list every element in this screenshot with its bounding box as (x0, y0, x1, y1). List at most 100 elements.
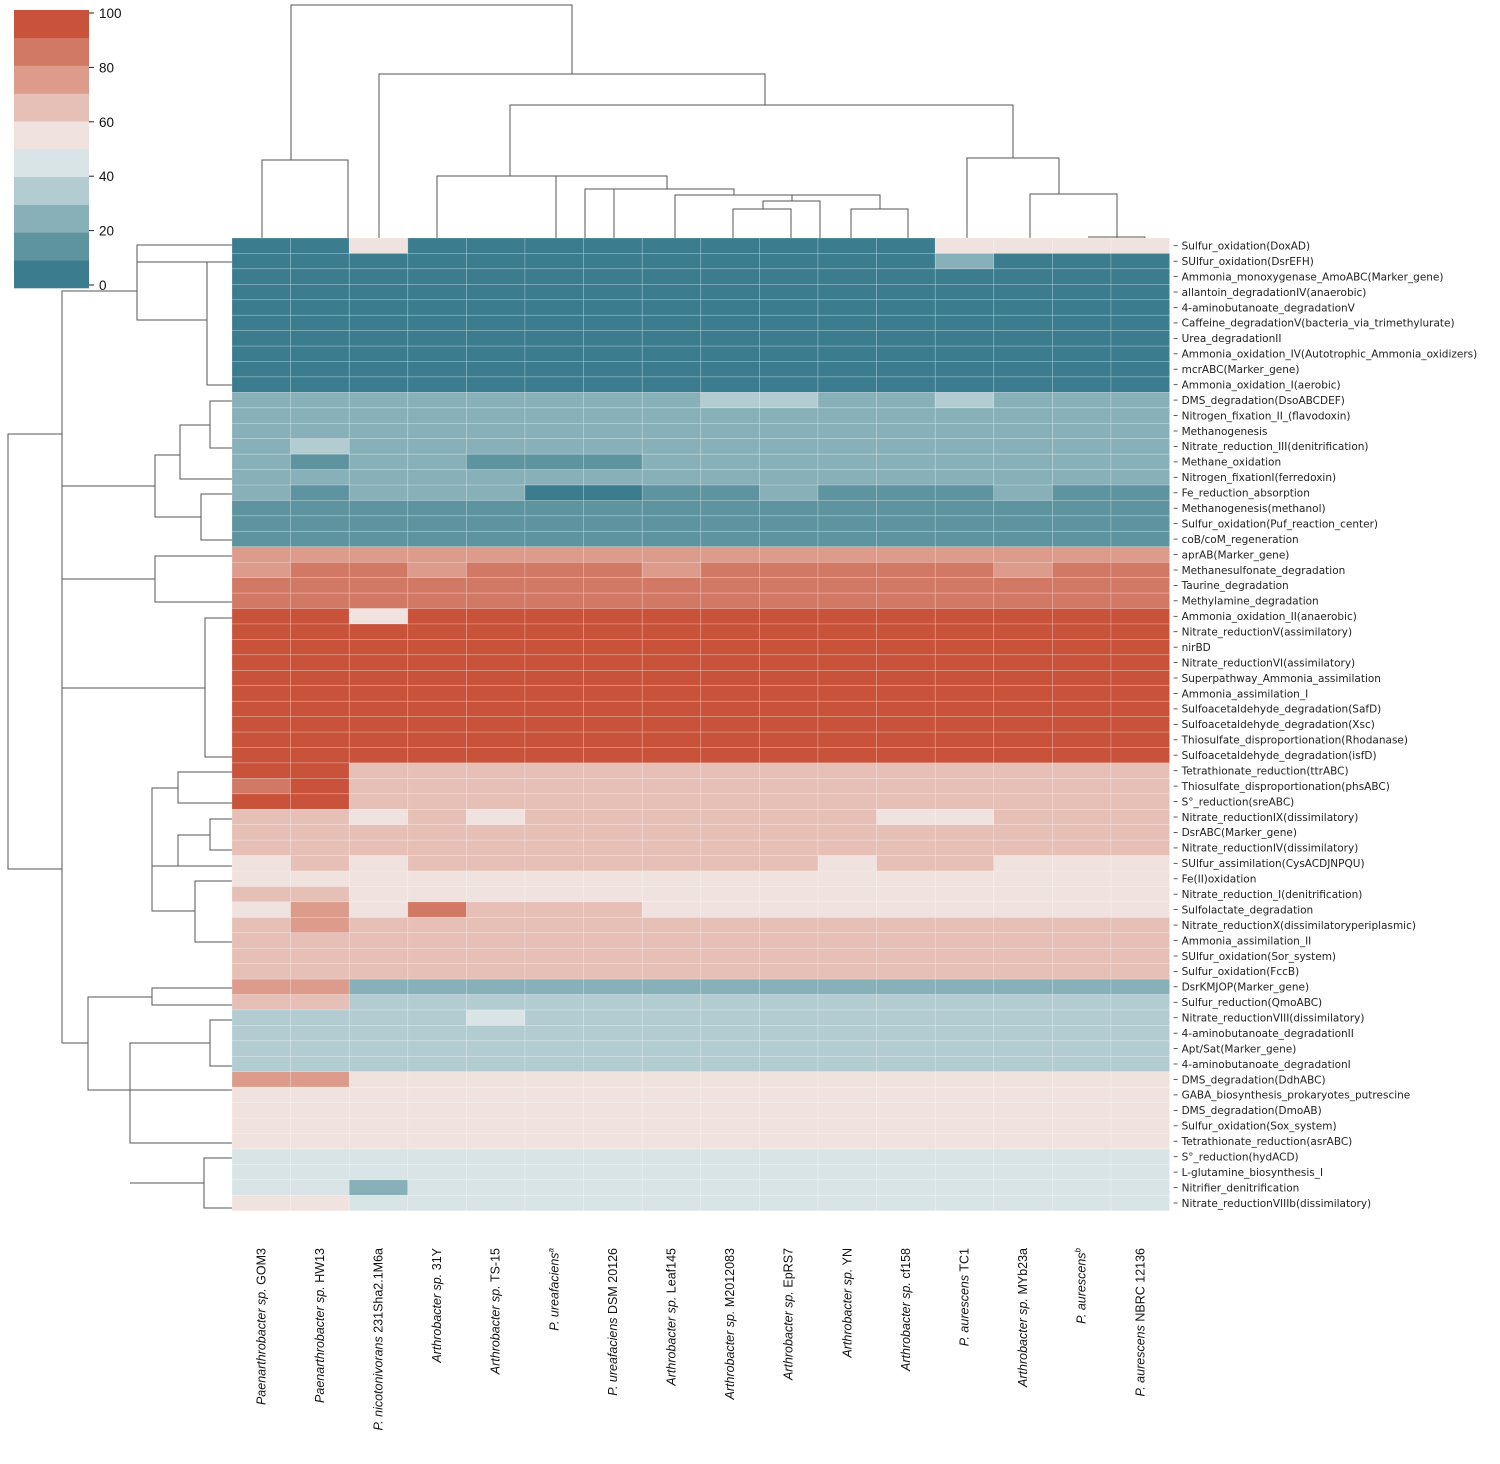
heatmap-cell (524, 1040, 584, 1057)
row-label: Nitrate_reductionIV(dissimilatory) (1182, 843, 1359, 855)
colorbar: 100 80 60 40 20 0 (14, 6, 122, 293)
heatmap-cell (524, 314, 584, 331)
heatmap-cell (641, 531, 702, 548)
heatmap-cell (1052, 453, 1112, 470)
heatmap-cell (876, 1040, 936, 1057)
heatmap-cell (700, 561, 760, 578)
column-label-italic: Paenarthrobacter sp. (254, 1288, 268, 1405)
heatmap-cell (466, 361, 526, 378)
heatmap-cell (1110, 808, 1170, 826)
heatmap-cell (466, 453, 526, 470)
heatmap-cell (290, 330, 350, 347)
heatmap-cell (876, 685, 936, 702)
heatmap-cell (934, 824, 995, 841)
heatmap-cell (231, 376, 291, 393)
heatmap-cell (993, 1133, 1053, 1150)
heatmap-cell (466, 839, 526, 856)
heatmap-cell (524, 330, 584, 347)
heatmap-cell (934, 901, 995, 918)
column-label: Arthrobacter sp. TS-15 (489, 1248, 503, 1375)
heatmap-cell (700, 361, 760, 378)
heatmap-cell (700, 1025, 760, 1042)
heatmap-cell (583, 268, 643, 285)
heatmap-cell (348, 314, 409, 331)
heatmap-cell (231, 654, 291, 671)
heatmap-cell (290, 1071, 350, 1088)
row-label: Fe(II)oxidation (1182, 874, 1257, 886)
column-label-italic: P. aurescens (1133, 1325, 1147, 1396)
heatmap-cell (583, 531, 643, 548)
heatmap-cell (466, 994, 526, 1011)
heatmap-cell (348, 762, 409, 779)
heatmap-cell (524, 453, 584, 470)
heatmap-cell (407, 870, 467, 887)
heatmap-cell (524, 438, 584, 455)
heatmap-cell (348, 639, 409, 656)
heatmap-cell (407, 1056, 467, 1073)
heatmap-cell (759, 886, 819, 903)
heatmap-cell (817, 268, 877, 285)
row-label: Apt/Sat(Marker_gene) (1182, 1043, 1297, 1055)
heatmap-cell (641, 253, 702, 270)
heatmap-cell (466, 1056, 526, 1073)
heatmap-cell (583, 407, 643, 424)
heatmap-cell (759, 1164, 819, 1181)
heatmap-cell (231, 531, 291, 548)
heatmap-cell (1110, 932, 1170, 949)
heatmap-cell (759, 947, 819, 964)
heatmap-cell (1052, 531, 1112, 548)
heatmap-cell (759, 932, 819, 949)
heatmap-cell (876, 963, 936, 980)
heatmap-cell (641, 623, 702, 640)
heatmap-cell (876, 330, 936, 347)
heatmap-cell (700, 392, 760, 409)
heatmap-cell (993, 808, 1053, 826)
heatmap-cell (583, 670, 643, 687)
heatmap-cell (934, 1086, 995, 1103)
heatmap-cell (641, 994, 702, 1011)
heatmap-cell (759, 484, 819, 501)
heatmap-cell (759, 700, 819, 717)
heatmap-cell (700, 1148, 760, 1165)
heatmap-cell (231, 685, 291, 702)
row-label: L-glutamine_biosynthesis_I (1182, 1167, 1324, 1179)
heatmap-cell (407, 345, 467, 362)
heatmap-cell (641, 392, 702, 409)
heatmap-cell (407, 731, 467, 748)
heatmap-cell (466, 886, 526, 903)
heatmap-cell (348, 345, 409, 362)
heatmap-cell (817, 407, 877, 424)
heatmap-cell (993, 700, 1053, 717)
heatmap-cell (934, 484, 995, 501)
heatmap-cell (1110, 515, 1170, 532)
heatmap-cell (759, 1025, 819, 1042)
heatmap-cell (407, 1194, 467, 1212)
heatmap-cell (700, 284, 760, 301)
heatmap-cell (524, 963, 584, 980)
heatmap-cell (876, 407, 936, 424)
heatmap-cell (876, 299, 936, 316)
column-label-rest: cf158 (899, 1248, 913, 1282)
heatmap-cell (290, 1040, 350, 1057)
heatmap-cell (993, 654, 1053, 671)
heatmap-cell (934, 654, 995, 671)
heatmap-cell (993, 237, 1053, 254)
heatmap-cell (1052, 577, 1112, 594)
row-label: Sulfoacetaldehyde_degradation(SafD) (1182, 704, 1382, 716)
heatmap-cell (466, 608, 526, 625)
heatmap-cell (641, 978, 702, 995)
column-label: Arthrobacter sp. Leaf145 (665, 1248, 679, 1387)
heatmap-cell (290, 531, 350, 548)
heatmap-cell (759, 1194, 819, 1212)
heatmap-cell (700, 608, 760, 625)
heatmap-cell (876, 314, 936, 331)
heatmap-cell (1052, 670, 1112, 687)
heatmap-cell (700, 731, 760, 748)
heatmap-cell (231, 330, 291, 347)
heatmap-cell (1052, 469, 1112, 486)
heatmap-cell (583, 422, 643, 440)
heatmap-cell (759, 438, 819, 455)
row-label: 4-aminobutanoate_degradationV (1182, 302, 1356, 314)
heatmap-cell (290, 422, 350, 440)
heatmap-cell (759, 361, 819, 378)
